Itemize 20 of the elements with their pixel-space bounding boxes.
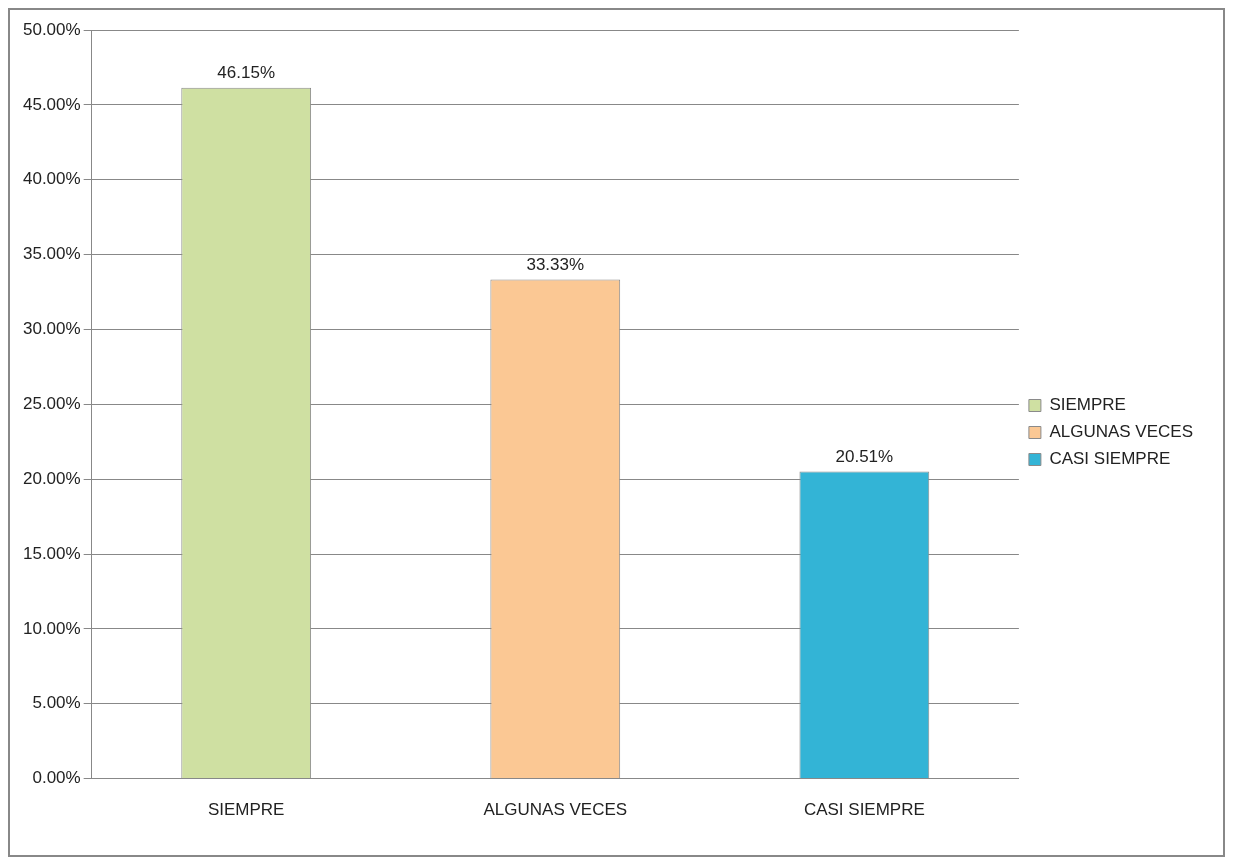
- y-tick-label: 40.00%: [22, 169, 81, 189]
- legend-label: ALGUNAS VECES: [1049, 422, 1194, 442]
- y-tick-label: 20.00%: [22, 468, 81, 488]
- x-tick-label: SIEMPRE: [207, 800, 285, 820]
- data-label: 46.15%: [217, 62, 276, 82]
- data-label: 33.33%: [526, 254, 585, 274]
- legend-label: CASI SIEMPRE: [1049, 449, 1171, 469]
- x-tick-label: ALGUNAS VECES: [483, 800, 628, 820]
- y-tick-label: 50.00%: [22, 19, 81, 39]
- y-tick-label: 25.00%: [22, 393, 81, 413]
- legend-label: SIEMPRE: [1049, 395, 1126, 415]
- y-tick-label: 45.00%: [22, 94, 81, 114]
- y-tick-label: 10.00%: [22, 618, 81, 638]
- y-tick-label: 15.00%: [22, 543, 81, 563]
- y-tick-label: 0.00%: [32, 768, 81, 788]
- y-tick-label: 5.00%: [32, 693, 81, 713]
- data-label: 20.51%: [835, 446, 894, 466]
- x-tick-label: CASI SIEMPRE: [803, 800, 925, 820]
- y-tick-label: 35.00%: [22, 244, 81, 264]
- y-tick-label: 30.00%: [22, 319, 81, 339]
